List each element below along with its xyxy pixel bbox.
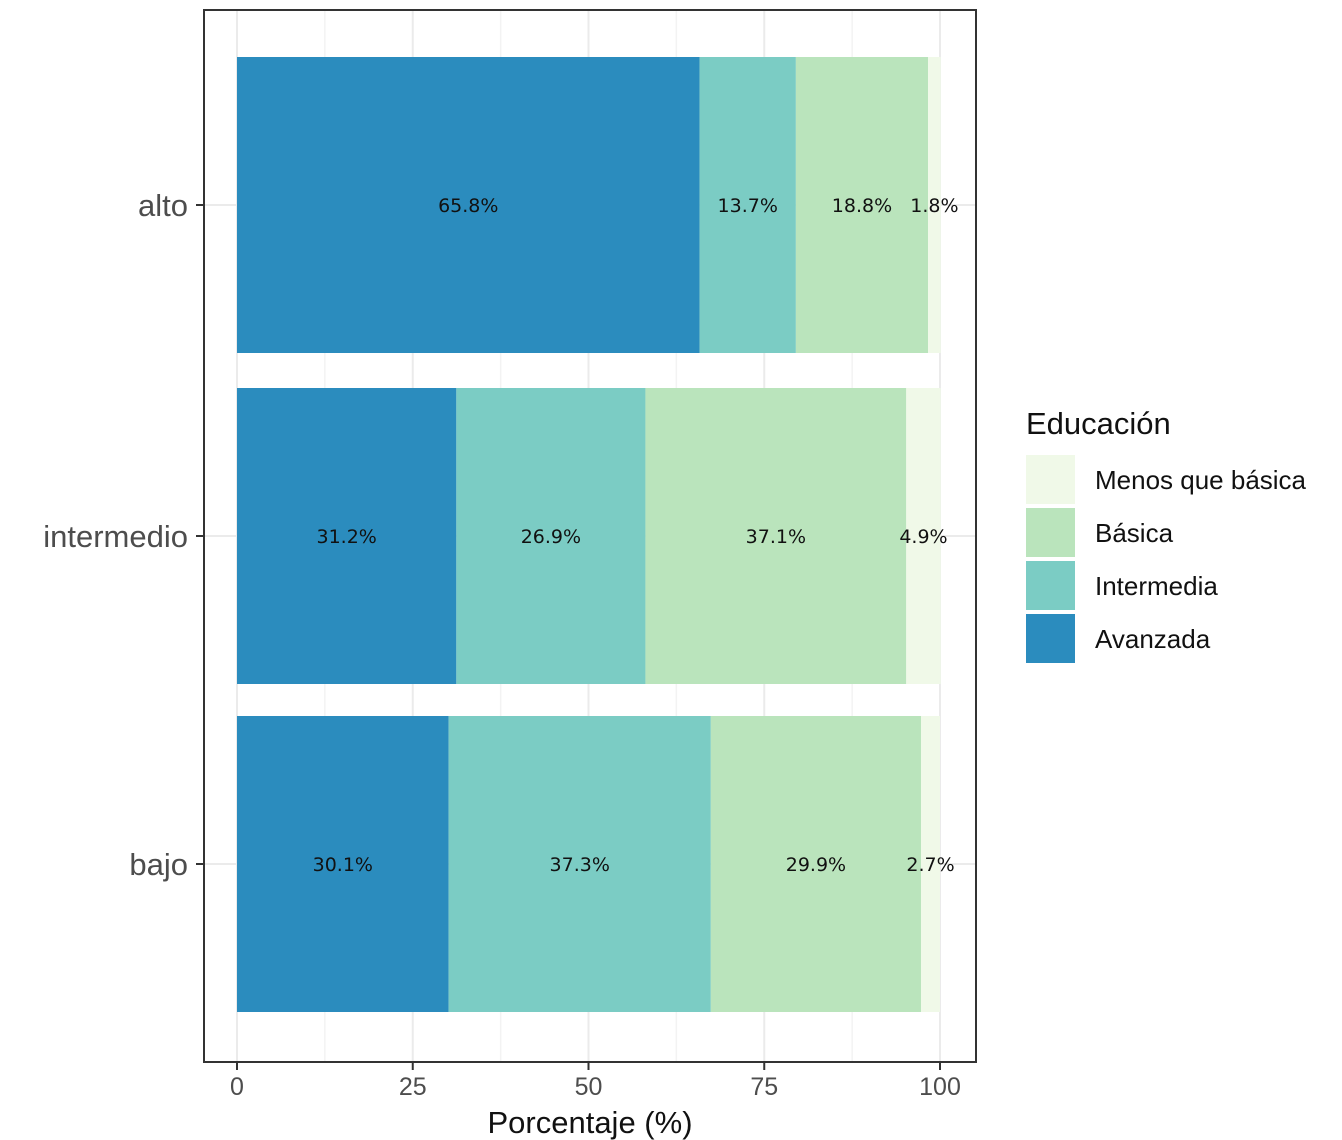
legend-key (1026, 455, 1075, 504)
bar-segment-alto-avanzada (237, 57, 700, 353)
legend-label: Menos que básica (1095, 465, 1307, 495)
legend: Educación Menos que básica Básica Intermed… (1026, 406, 1307, 663)
x-tick-label: 0 (230, 1073, 244, 1101)
x-tick-label: 25 (399, 1073, 427, 1101)
y-axis: alto intermedio bajo (43, 188, 204, 882)
y-tick-label: alto (138, 188, 188, 223)
bar-segment-bajo-avanzada (237, 716, 449, 1012)
y-tick-label: intermedio (43, 519, 188, 554)
legend-title: Educación (1026, 406, 1171, 441)
bar-value-label: 30.1% (313, 854, 373, 876)
legend-key (1026, 508, 1075, 557)
y-tick-label: bajo (129, 847, 188, 882)
legend-key (1026, 614, 1075, 663)
bar-value-label: 29.9% (786, 854, 846, 876)
bar-segment-alto-menos-que-básica (928, 57, 941, 353)
x-axis-title: Porcentaje (%) (487, 1105, 692, 1140)
legend-label: Básica (1095, 518, 1174, 548)
bar-value-labels: 65.8% 13.7% 18.8% 1.8% 31.2% 26.9% 37.1% 4.9% 30… (313, 195, 959, 876)
bar-value-label: 65.8% (438, 195, 498, 217)
bar-segment-alto-intermedia (699, 57, 796, 353)
bar-segment-intermedio-intermedia (456, 388, 646, 684)
x-tick-label: 75 (750, 1073, 778, 1101)
bars (237, 57, 941, 1012)
legend-key (1026, 561, 1075, 610)
bar-value-label: 37.3% (550, 854, 610, 876)
bar-value-label: 37.1% (746, 526, 806, 548)
bar-value-label: 2.7% (906, 854, 954, 876)
bar-segment-bajo-menos-que-básica (921, 716, 940, 1012)
x-tick-label: 100 (919, 1073, 961, 1101)
x-axis: 0 25 50 75 100 (230, 1062, 961, 1101)
bar-segment-bajo-intermedia (448, 716, 711, 1012)
bar-value-label: 1.8% (910, 195, 958, 217)
bar-segment-intermedio-básica (645, 388, 907, 684)
bar-value-label: 26.9% (521, 526, 581, 548)
bar-value-label: 13.7% (718, 195, 778, 217)
bar-value-label: 18.8% (832, 195, 892, 217)
legend-label: Intermedia (1095, 571, 1218, 601)
bar-segment-intermedio-avanzada (237, 388, 457, 684)
bar-value-label: 4.9% (899, 526, 947, 548)
bar-segment-alto-básica (795, 57, 929, 353)
bar-value-label: 31.2% (316, 526, 376, 548)
x-tick-label: 50 (575, 1073, 603, 1101)
legend-label: Avanzada (1095, 624, 1211, 654)
bar-segment-bajo-básica (710, 716, 922, 1012)
bar-segment-intermedio-menos-que-básica (906, 388, 941, 684)
